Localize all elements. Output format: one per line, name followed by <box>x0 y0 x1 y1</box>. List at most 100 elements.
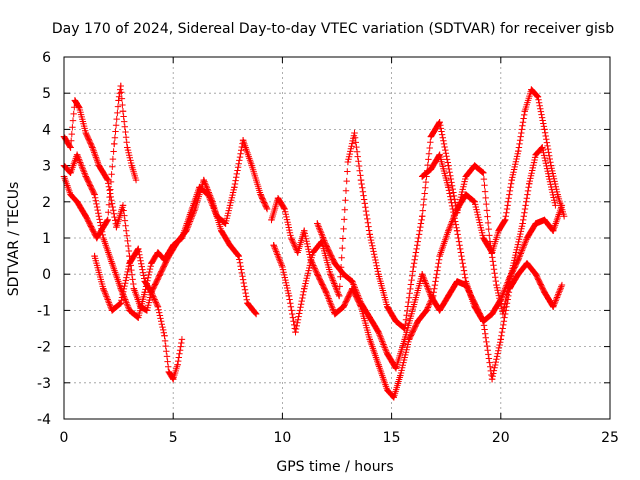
x-axis-tick-labels: 0 5 10 15 20 25 <box>60 430 619 446</box>
data-point <box>493 281 500 289</box>
series-trace-b <box>60 97 186 383</box>
data-point <box>471 303 478 310</box>
data-point <box>335 292 343 300</box>
data-point <box>108 307 116 314</box>
data-point <box>351 129 358 137</box>
plot-frame <box>63 56 611 420</box>
data-point <box>488 310 496 318</box>
data-point <box>270 242 277 249</box>
series-trace-g <box>314 220 566 383</box>
data-point <box>124 144 131 151</box>
data-point <box>462 278 470 285</box>
data-point <box>532 151 539 158</box>
data-point <box>392 365 400 372</box>
data-point <box>279 263 286 271</box>
data-point <box>91 191 98 198</box>
data-point <box>423 307 430 314</box>
data-point <box>322 242 330 249</box>
data-point <box>148 289 155 296</box>
data-point <box>497 296 504 303</box>
data-point <box>135 314 142 321</box>
data-point <box>161 332 168 339</box>
data-point <box>436 307 443 314</box>
data-point <box>244 299 251 307</box>
data-point <box>523 260 531 267</box>
data-point <box>397 372 404 379</box>
data-point <box>501 216 509 224</box>
x-tick-label: 20 <box>492 430 510 446</box>
data-point <box>82 129 90 137</box>
data-point <box>445 227 452 234</box>
data-point <box>130 285 138 292</box>
x-tick-label: 25 <box>601 430 619 446</box>
data-point <box>340 271 347 278</box>
data-point <box>128 162 135 169</box>
data-point <box>104 176 111 184</box>
data-point <box>183 227 190 234</box>
series-trace-f <box>270 118 559 336</box>
data-point <box>156 271 164 278</box>
series-trace-d <box>91 176 260 318</box>
data-point <box>263 205 271 213</box>
y-axis-label: SDTVAR / TECUs <box>6 182 22 297</box>
data-point <box>268 216 275 224</box>
data-point <box>209 198 216 205</box>
data-point <box>384 303 391 310</box>
data-point <box>384 386 391 394</box>
data-point <box>314 220 321 227</box>
data-point <box>301 285 308 292</box>
data-point <box>73 151 81 158</box>
data-point <box>445 162 452 169</box>
y-tick-label: 3 <box>42 159 51 175</box>
data-point <box>222 220 229 227</box>
data-point <box>231 184 238 191</box>
data-point <box>539 144 546 151</box>
data-point <box>471 198 478 205</box>
data-point <box>126 260 133 267</box>
data-point <box>550 303 557 310</box>
data-point <box>384 350 391 358</box>
data-point <box>541 216 548 224</box>
data-point <box>357 299 365 307</box>
data-point <box>331 260 339 267</box>
data-point <box>427 292 435 300</box>
y-tick-label: 6 <box>42 50 51 66</box>
y-tick-label: 0 <box>42 267 51 283</box>
data-point <box>174 238 181 245</box>
data-point <box>309 249 317 256</box>
data-point <box>545 173 553 180</box>
data-point <box>226 242 234 249</box>
y-tick-label: 4 <box>42 122 51 138</box>
data-point <box>292 328 299 336</box>
data-point <box>67 169 74 177</box>
data-point <box>528 86 535 93</box>
data-point <box>366 231 373 238</box>
data-point <box>71 97 79 104</box>
data-point <box>135 245 142 253</box>
data-point <box>117 299 124 307</box>
data-point <box>165 252 173 260</box>
data-point <box>515 271 522 278</box>
data-point <box>73 198 81 205</box>
y-tick-label: -2 <box>37 340 51 356</box>
data-point <box>410 263 417 271</box>
data-point <box>366 314 373 321</box>
data-point <box>148 260 155 267</box>
y-tick-label: -1 <box>37 303 51 319</box>
series-trace-a <box>60 82 140 242</box>
data-point <box>218 227 225 234</box>
data-point <box>532 271 539 278</box>
data-point <box>427 133 435 140</box>
data-series <box>60 82 568 401</box>
data-point <box>471 162 478 169</box>
data-point <box>67 144 74 151</box>
data-point <box>495 227 502 234</box>
y-tick-label: 2 <box>42 195 51 211</box>
data-point <box>427 166 435 173</box>
data-point <box>508 176 515 184</box>
data-point <box>340 303 347 310</box>
data-point <box>174 361 181 368</box>
data-point <box>436 118 443 126</box>
data-point <box>418 173 426 180</box>
